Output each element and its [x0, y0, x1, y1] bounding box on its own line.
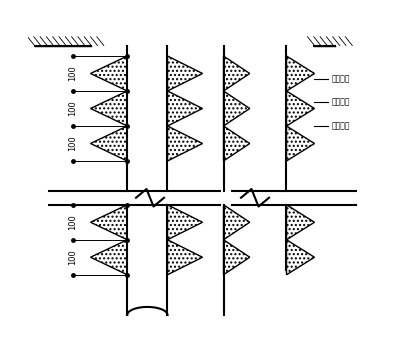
Text: 100: 100: [68, 66, 77, 82]
Text: 100: 100: [68, 136, 77, 152]
Text: 100: 100: [68, 214, 77, 230]
Text: 桩身钢筋: 桩身钢筋: [332, 121, 350, 131]
Text: 护壁钢筋: 护壁钢筋: [332, 97, 350, 106]
Text: 100: 100: [68, 249, 77, 265]
Text: 护壁桩塞: 护壁桩塞: [332, 74, 350, 83]
Text: 100: 100: [68, 101, 77, 117]
